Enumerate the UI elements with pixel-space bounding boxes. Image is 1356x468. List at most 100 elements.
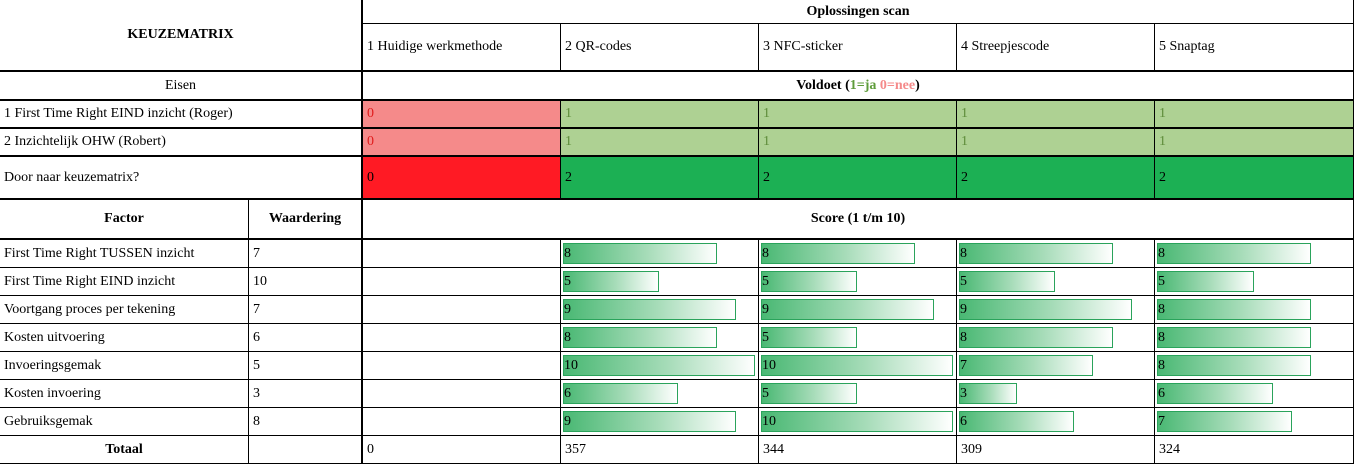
factor-4-solution-5[interactable]: 8 (1155, 324, 1354, 352)
factor-1-solution-5[interactable]: 8 (1155, 240, 1354, 268)
totaal-solution-4[interactable]: 309 (957, 436, 1155, 464)
solution-header-2[interactable]: 2 QR-codes (561, 24, 759, 72)
factor-6-solution-3[interactable]: 5 (759, 380, 957, 408)
factor-4-solution-2[interactable]: 8 (561, 324, 759, 352)
factor-1-solution-4[interactable]: 8 (957, 240, 1155, 268)
solution-header-4[interactable]: 4 Streepjescode (957, 24, 1155, 72)
score-value: 6 (1158, 385, 1165, 401)
door-naar-solution-3-text: 2 (763, 169, 770, 185)
factor-7-solution-3[interactable]: 10 (759, 408, 957, 436)
factor-header-text: Factor (104, 211, 144, 226)
requirement-2-solution-3[interactable]: 1 (759, 129, 957, 157)
solution-header-3[interactable]: 3 NFC-sticker (759, 24, 957, 72)
factor-name-6: Kosten invoering (0, 380, 249, 408)
factor-name-5: Invoeringsgemak (0, 352, 249, 380)
factor-7-solution-4[interactable]: 6 (957, 408, 1155, 436)
score-value: 8 (1158, 301, 1165, 317)
door-naar-solution-5[interactable]: 2 (1155, 157, 1354, 200)
factor-3-solution-2[interactable]: 9 (561, 296, 759, 324)
factor-1-solution-2[interactable]: 8 (561, 240, 759, 268)
score-value: 10 (762, 413, 776, 429)
solution-header-1[interactable]: 1 Huidige werkmethode (363, 24, 561, 72)
door-naar-label: Door naar keuzematrix? (0, 157, 363, 200)
matrix-title-text: KEUZEMATRIX (127, 27, 234, 42)
totaal-solution-2[interactable]: 357 (561, 436, 759, 464)
requirement-1-solution-2-text: 1 (565, 106, 572, 121)
factor-5-solution-3[interactable]: 10 (759, 352, 957, 380)
factor-2-solution-2[interactable]: 5 (561, 268, 759, 296)
totaal-solution-3-text: 344 (763, 441, 784, 457)
score-value: 6 (960, 413, 967, 429)
requirement-2-solution-4[interactable]: 1 (957, 129, 1155, 157)
factor-7-solution-2[interactable]: 9 (561, 408, 759, 436)
totaal-solution-5[interactable]: 324 (1155, 436, 1354, 464)
factor-name-3-text: Voortgang proces per tekening (4, 301, 176, 317)
factor-2-solution-4[interactable]: 5 (957, 268, 1155, 296)
factor-weight-7-text: 8 (253, 413, 260, 429)
requirement-2-solution-1[interactable]: 0 (363, 129, 561, 157)
requirement-2-solution-5[interactable]: 1 (1155, 129, 1354, 157)
requirement-1-solution-1[interactable]: 0 (363, 101, 561, 129)
factor-7-solution-1[interactable] (363, 408, 561, 436)
door-naar-solution-1[interactable]: 0 (363, 157, 561, 200)
score-bar (959, 243, 1113, 264)
requirement-1-solution-3[interactable]: 1 (759, 101, 957, 129)
factor-weight-5[interactable]: 5 (249, 352, 363, 380)
requirement-1-solution-4-text: 1 (961, 106, 968, 121)
factor-name-7-text: Gebruiksgemak (4, 413, 93, 429)
factor-3-solution-1[interactable] (363, 296, 561, 324)
factor-weight-4[interactable]: 6 (249, 324, 363, 352)
factor-6-solution-4[interactable]: 3 (957, 380, 1155, 408)
factor-3-solution-4[interactable]: 9 (957, 296, 1155, 324)
factor-2-solution-5[interactable]: 5 (1155, 268, 1354, 296)
factor-name-2: First Time Right EIND inzicht (0, 268, 249, 296)
factor-5-solution-4[interactable]: 7 (957, 352, 1155, 380)
door-naar-solution-2[interactable]: 2 (561, 157, 759, 200)
factor-3-solution-5[interactable]: 8 (1155, 296, 1354, 324)
factor-weight-3[interactable]: 7 (249, 296, 363, 324)
voldoet-label: Voldoet ( (796, 77, 850, 93)
score-header-text: Score (1 t/m 10) (810, 211, 906, 226)
factor-5-solution-5[interactable]: 8 (1155, 352, 1354, 380)
door-naar-solution-4-text: 2 (961, 169, 968, 185)
score-bar (1157, 243, 1311, 264)
factor-name-2-text: First Time Right EIND inzicht (4, 273, 176, 289)
totaal-solution-1[interactable]: 0 (363, 436, 561, 464)
factor-4-solution-4[interactable]: 8 (957, 324, 1155, 352)
door-naar-solution-3[interactable]: 2 (759, 157, 957, 200)
requirement-1-solution-5[interactable]: 1 (1155, 101, 1354, 129)
factor-3-solution-3[interactable]: 9 (759, 296, 957, 324)
door-naar-solution-4[interactable]: 2 (957, 157, 1155, 200)
factor-weight-2[interactable]: 10 (249, 268, 363, 296)
factor-weight-6[interactable]: 3 (249, 380, 363, 408)
factor-7-solution-5[interactable]: 7 (1155, 408, 1354, 436)
score-value: 6 (564, 385, 571, 401)
factor-5-solution-1[interactable] (363, 352, 561, 380)
requirement-1-solution-4[interactable]: 1 (957, 101, 1155, 129)
factor-1-solution-3[interactable]: 8 (759, 240, 957, 268)
door-naar-solution-5-text: 2 (1159, 169, 1166, 185)
factor-2-solution-3[interactable]: 5 (759, 268, 957, 296)
score-bar (1157, 411, 1292, 432)
factor-6-solution-1[interactable] (363, 380, 561, 408)
factor-weight-1[interactable]: 7 (249, 240, 363, 268)
factor-weight-5-text: 5 (253, 357, 260, 373)
factor-5-solution-2[interactable]: 10 (561, 352, 759, 380)
factor-2-solution-1[interactable] (363, 268, 561, 296)
totaal-solution-3[interactable]: 344 (759, 436, 957, 464)
factor-weight-7[interactable]: 8 (249, 408, 363, 436)
score-bar (761, 271, 857, 292)
factor-6-solution-5[interactable]: 6 (1155, 380, 1354, 408)
factor-6-solution-2[interactable]: 6 (561, 380, 759, 408)
factor-weight-1-text: 7 (253, 245, 260, 261)
factor-1-solution-1[interactable] (363, 240, 561, 268)
requirement-2-solution-2[interactable]: 1 (561, 129, 759, 157)
score-value: 5 (960, 273, 967, 289)
score-bar (959, 327, 1113, 348)
solution-header-5[interactable]: 5 Snaptag (1155, 24, 1354, 72)
factor-4-solution-3[interactable]: 5 (759, 324, 957, 352)
requirement-1-solution-2[interactable]: 1 (561, 101, 759, 129)
solutions-header: Oplossingen scan (363, 0, 1354, 24)
totaal-weight-empty (249, 436, 363, 464)
factor-4-solution-1[interactable] (363, 324, 561, 352)
